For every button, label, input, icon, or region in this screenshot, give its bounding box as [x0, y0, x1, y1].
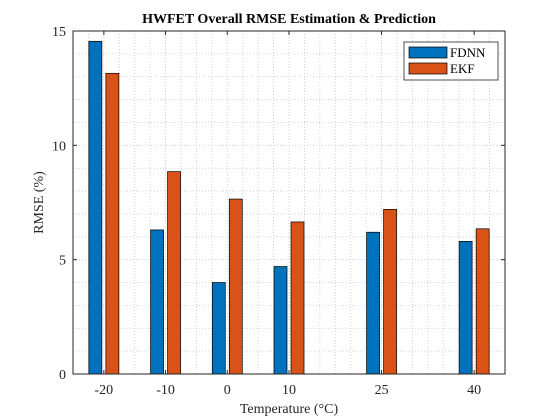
grid-lines: [72, 30, 506, 375]
bar-fdnn-minus10: [150, 229, 164, 375]
x-tick-label: 25: [375, 383, 389, 398]
bar-fdnn-40: [458, 241, 473, 375]
bar-ekf-minus20: [105, 72, 120, 375]
x-tick-label: 40: [467, 383, 481, 398]
bar-fdnn-25: [366, 231, 380, 375]
x-tick-label: 0: [224, 383, 231, 398]
bar-fdnn-0: [211, 282, 226, 375]
legend-swatch-fdnn: [408, 46, 448, 59]
bar-ekf-25: [383, 209, 397, 375]
x-axis-label: Temperature (°C): [240, 402, 339, 417]
legend-swatch-ekf: [408, 62, 448, 75]
bars: [88, 40, 490, 375]
bar-ekf-minus10: [167, 171, 181, 375]
chart-title: HWFET Overall RMSE Estimation & Predicti…: [142, 12, 436, 27]
y-tick-label: 10: [52, 139, 66, 154]
ticks: -20 -10 0 10 25 40 0 5 10 15: [52, 25, 505, 398]
x-tick-label: -10: [156, 383, 175, 398]
y-tick-label: 5: [59, 254, 66, 269]
legend-label-ekf: EKF: [450, 61, 475, 76]
y-tick-label: 0: [59, 368, 66, 383]
x-tick-label: 10: [282, 383, 296, 398]
y-tick-label: 15: [52, 25, 66, 40]
bar-ekf-0: [228, 198, 243, 375]
bar-ekf-10: [290, 221, 305, 375]
bar-ekf-40: [475, 228, 490, 375]
x-tick-label: -20: [95, 383, 114, 398]
bar-fdnn-minus20: [88, 40, 103, 375]
y-axis-label: RMSE (%): [32, 171, 47, 234]
legend-label-fdnn: FDNN: [450, 45, 486, 60]
bar-fdnn-10: [273, 266, 288, 375]
